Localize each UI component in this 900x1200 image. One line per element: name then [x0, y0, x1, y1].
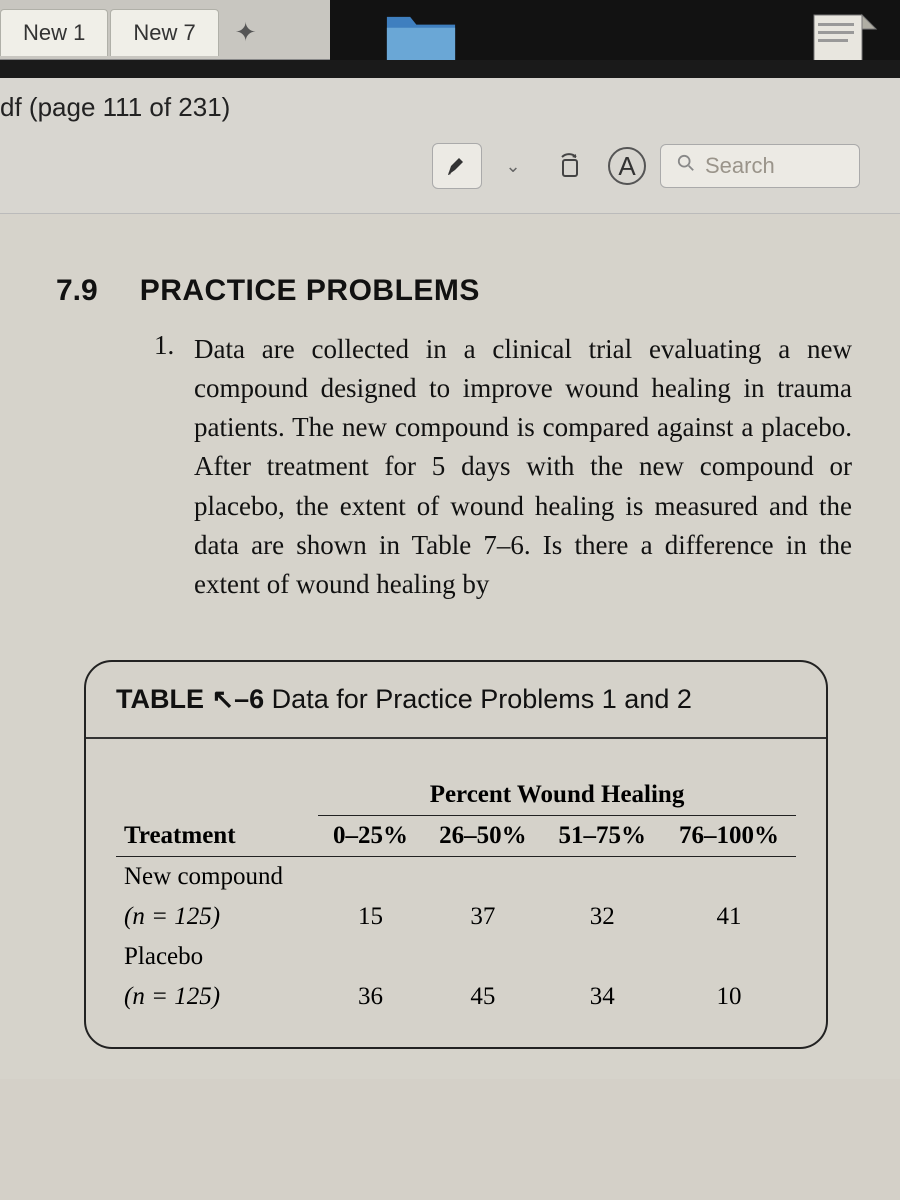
row-label-newcompound: New compound — [116, 856, 318, 897]
table-label-dash: –6 — [234, 684, 264, 714]
th-treatment: Treatment — [116, 815, 318, 856]
pdf-toolbar: ⌄ A Search — [0, 139, 900, 214]
th-0-25: 0–25% — [318, 815, 423, 856]
cell: 36 — [318, 977, 423, 1017]
markup-tool-button[interactable] — [432, 143, 482, 189]
new-tab-button[interactable]: ✦ — [221, 11, 271, 54]
cell: 34 — [543, 977, 662, 1017]
th-76-100: 76–100% — [662, 815, 796, 856]
table-label-rest: Data for Practice Problems 1 and 2 — [264, 684, 692, 714]
pen-icon — [445, 154, 469, 178]
cell: 32 — [543, 897, 662, 937]
rotate-icon — [554, 151, 584, 181]
data-table: Percent Wound Healing Treatment 0–25% 26… — [116, 775, 796, 1017]
cell: 45 — [423, 977, 542, 1017]
page-position-label: df (page 111 of 231) — [0, 78, 900, 139]
cell: 10 — [662, 977, 796, 1017]
cursor-icon: ↖ — [212, 684, 235, 714]
search-placeholder: Search — [705, 153, 775, 179]
problem-text: Data are collected in a clinical trial e… — [194, 330, 852, 604]
table-caption: TABLE ↖–6 Data for Practice Problems 1 a… — [86, 662, 826, 739]
section-number: 7.9 — [56, 274, 98, 308]
highlight-marker-button[interactable]: A — [608, 147, 646, 185]
table-row: New compound — [116, 856, 796, 897]
table-7-6: TABLE ↖–6 Data for Practice Problems 1 a… — [84, 660, 828, 1049]
section-title: PRACTICE PROBLEMS — [140, 274, 480, 308]
th-26-50: 26–50% — [423, 815, 542, 856]
row-sub-newcompound: (n = 125) — [116, 897, 318, 937]
table-row: Placebo — [116, 937, 796, 977]
table-label-prefix: TABLE — [116, 684, 212, 714]
row-sub-placebo: (n = 125) — [116, 977, 318, 1017]
document-page: 7.9 PRACTICE PROBLEMS 1. Data are collec… — [0, 214, 900, 1079]
table-row: (n = 125) 36 45 34 10 — [116, 977, 796, 1017]
cell: 15 — [318, 897, 423, 937]
search-input[interactable]: Search — [660, 144, 860, 188]
rotate-button[interactable] — [544, 143, 594, 189]
tab-new-2[interactable]: New 7 — [110, 9, 218, 56]
cell: 41 — [662, 897, 796, 937]
th-51-75: 51–75% — [543, 815, 662, 856]
table-row: (n = 125) 15 37 32 41 — [116, 897, 796, 937]
cell: 37 — [423, 897, 542, 937]
th-blank — [116, 775, 318, 816]
tab-new-1[interactable]: New 1 — [0, 9, 108, 56]
markup-dropdown-button[interactable]: ⌄ — [496, 143, 530, 189]
search-icon — [677, 154, 695, 178]
problem-item: 1. Data are collected in a clinical tria… — [154, 330, 852, 604]
page-thumbnail-icon — [810, 11, 880, 67]
problem-number: 1. — [154, 330, 180, 604]
row-label-placebo: Placebo — [116, 937, 318, 977]
browser-tabbar: New 1 New 7 ✦ — [0, 0, 330, 60]
column-spanner: Percent Wound Healing — [318, 775, 796, 816]
